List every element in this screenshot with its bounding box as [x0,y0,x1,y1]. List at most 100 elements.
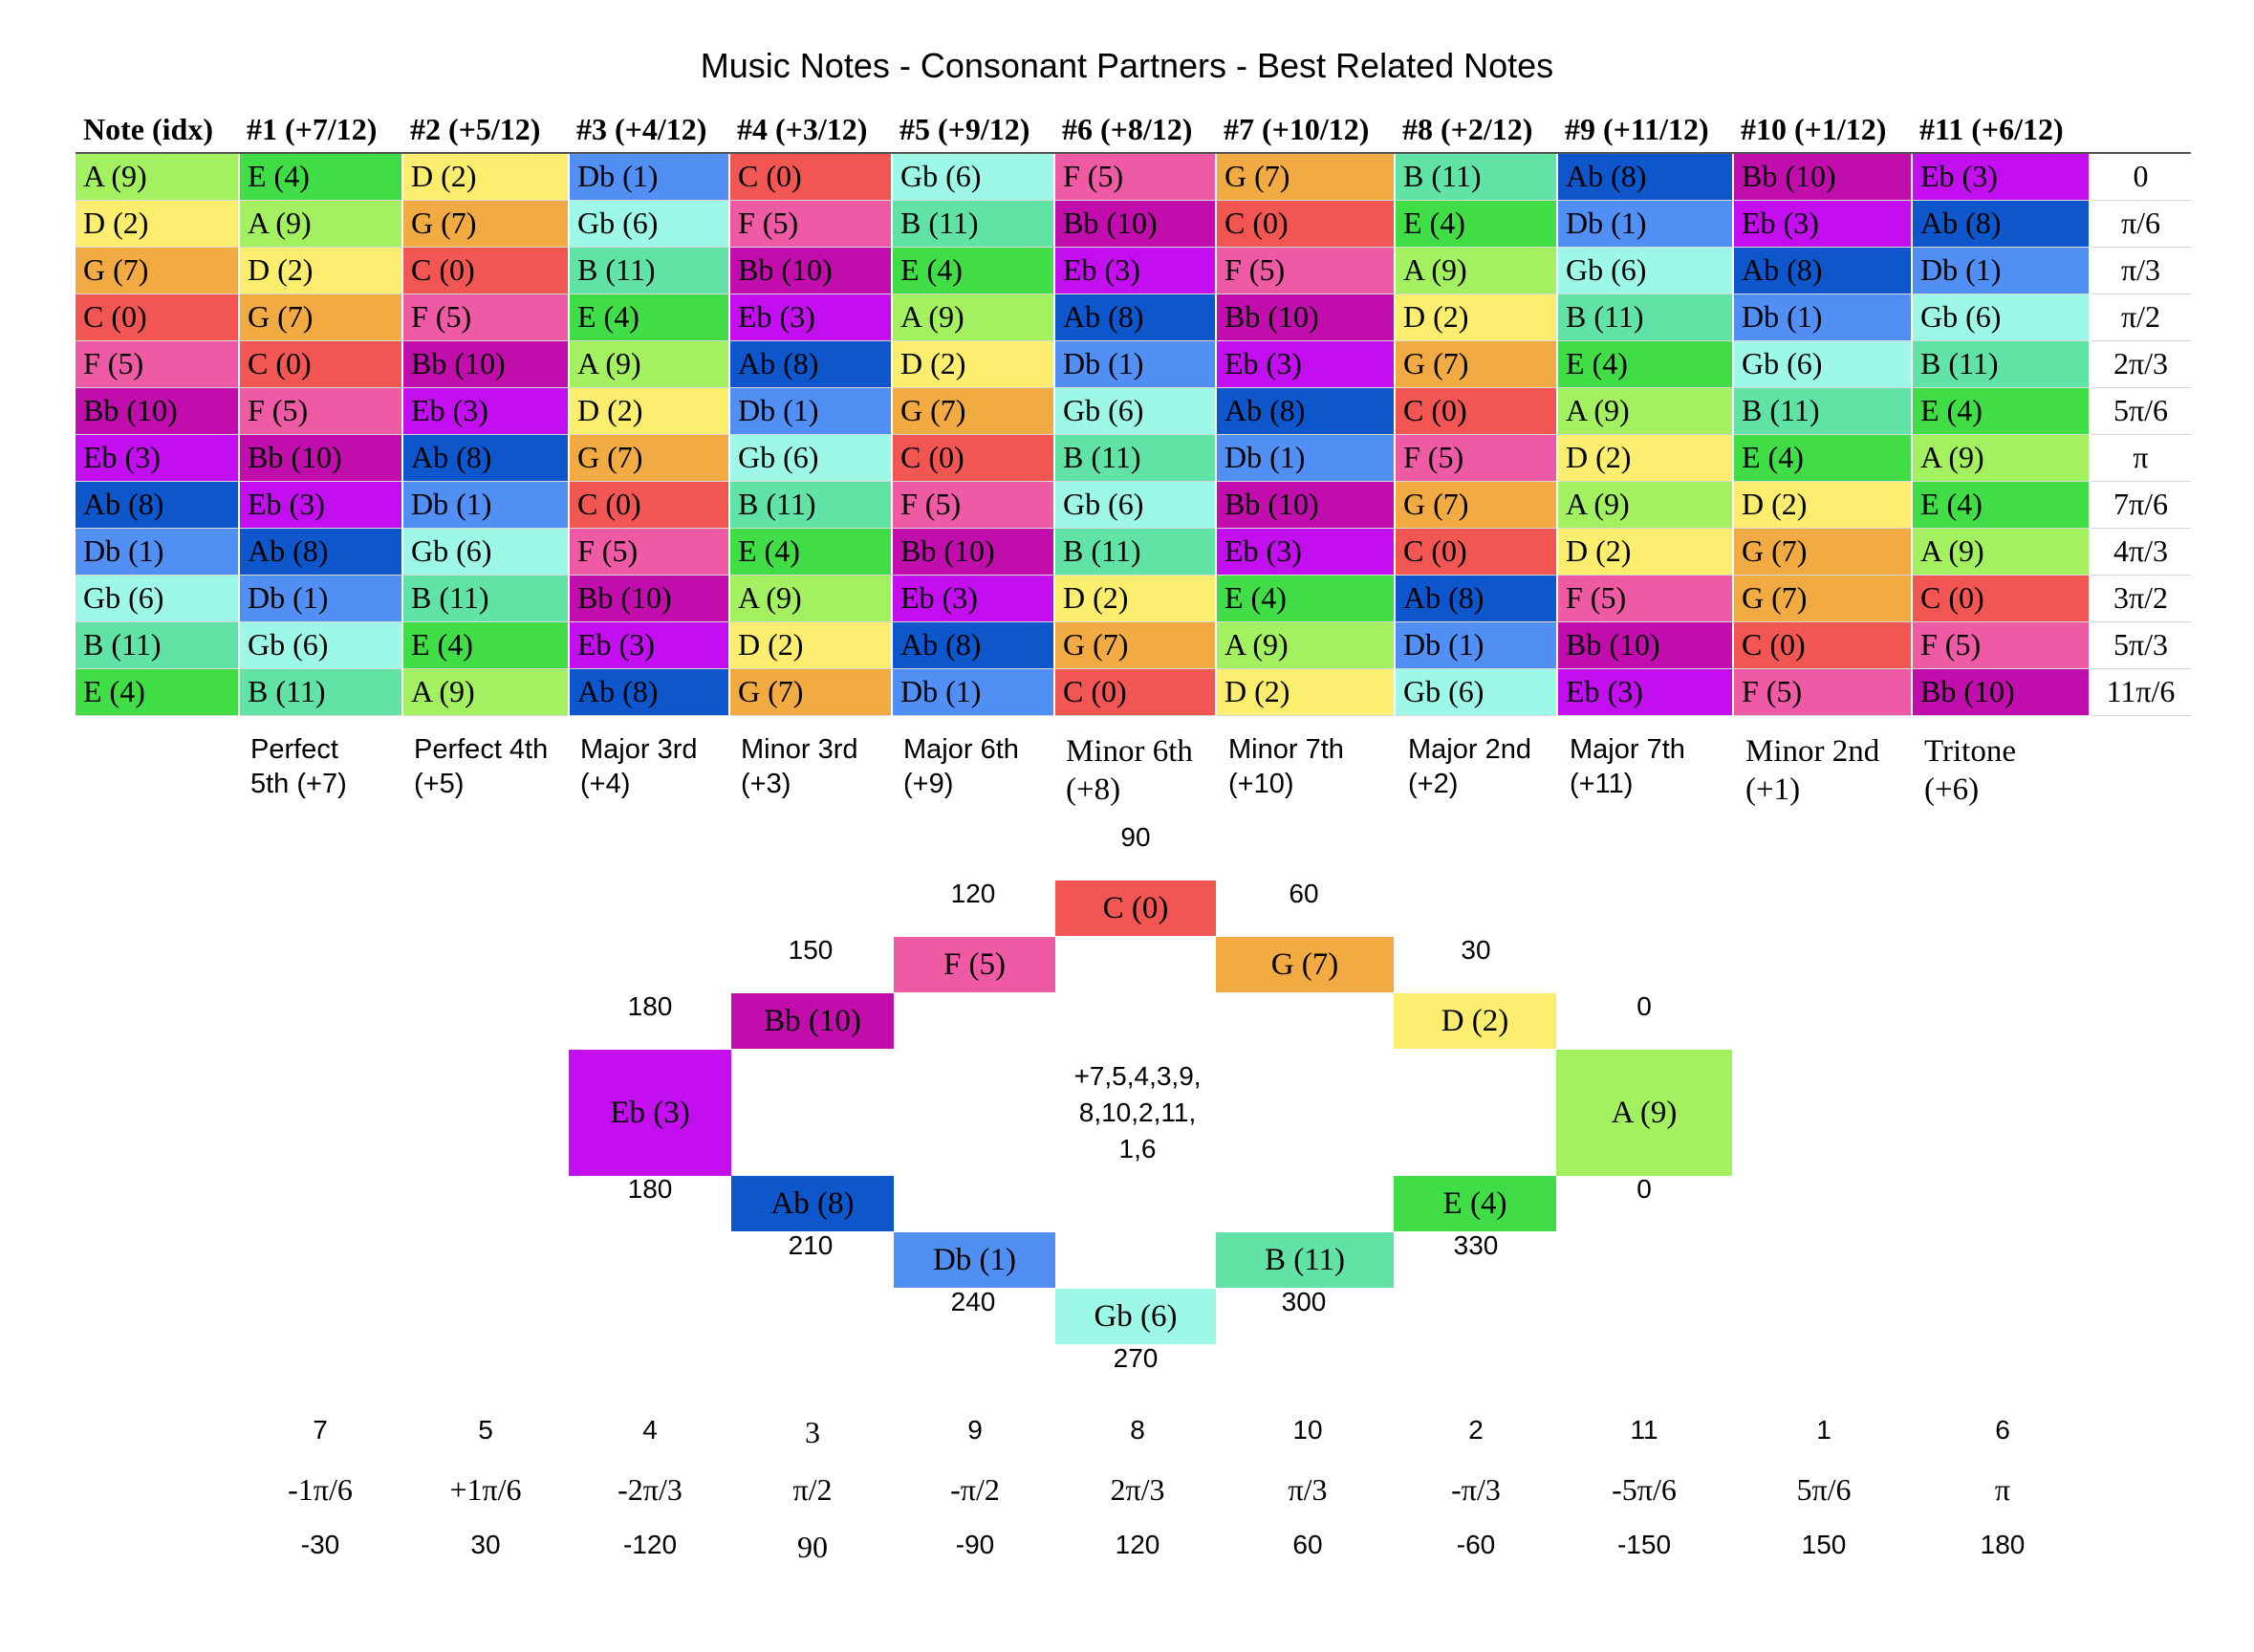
mapping-cell: 1 [1816,1415,1831,1445]
partner-cell: B (11) [1557,293,1734,341]
angle-cell: 0 [2090,153,2191,201]
circle-degree-label: 60 [1289,879,1319,908]
mapping-cell: 2π/3 [1110,1472,1165,1507]
circle-note-node: A (9) [1556,1050,1732,1176]
partner-cell: C (0) [1733,621,1913,669]
partner-cell: D (2) [569,387,730,435]
table-header-row: Note (idx) #1 (+7/12) #2 (+5/12) #3 (+4/12)… [76,107,2191,154]
partner-cell: D (2) [729,621,893,669]
mapping-cell: -2π/3 [618,1472,683,1507]
mapping-cell: π [1994,1472,2011,1507]
partner-cell: Gb (6) [402,528,570,576]
note-cell: Db (1) [76,528,240,576]
partner-cell: Eb (3) [402,387,570,435]
partner-cell: Ab (8) [1912,200,2091,248]
partner-cell: Db (1) [1733,293,1913,341]
partner-cell: E (4) [729,528,893,576]
partner-cell: A (9) [402,668,570,716]
partner-cell: Bb (10) [1557,621,1734,669]
partner-cell: B (11) [1912,340,2091,388]
circle-note-node: Ab (8) [731,1176,894,1231]
header-partner-4: #4 (+3/12) [729,107,892,154]
mapping-cell: -150 [1616,1530,1672,1559]
header-partner-1: #1 (+7/12) [239,107,402,154]
partner-cell: Eb (3) [239,481,403,529]
header-partner-2: #2 (+5/12) [402,107,569,154]
interval-name-line: (+8) [1066,772,1121,807]
note-cell: E (4) [76,668,240,716]
partner-cell: Gb (6) [1733,340,1913,388]
partner-cell: D (2) [1557,434,1734,482]
mapping-cell: 7 [313,1415,328,1445]
mapping-cell: -π/2 [950,1472,1000,1507]
mapping-cell: -60 [1456,1530,1496,1559]
partner-cell: Bb (10) [239,434,403,482]
circle-degree-label: 30 [1461,935,1491,965]
circle-note-node: C (0) [1055,880,1216,936]
interval-name-line: (+9) [903,769,954,799]
partner-cell: B (11) [729,481,893,529]
mapping-steps-row: 7 5 4 3 9 8 10 2 11 1 6 [0,1415,2254,1453]
partner-cell: D (2) [402,153,570,201]
header-partner-7: #7 (+10/12) [1216,107,1395,154]
partner-cell: E (4) [1733,434,1913,482]
mapping-cell: 9 [967,1415,983,1445]
circle-note-node: Bb (10) [731,993,894,1049]
mapping-cell: 6 [1995,1415,2010,1445]
partner-cell: Eb (3) [1216,340,1396,388]
partner-cell: G (7) [1216,153,1396,201]
angle-cell: π/3 [2090,247,2191,294]
partner-cell: E (4) [1216,575,1396,622]
table-row: Bb (10) F (5) Eb (3) D (2) Db (1) G (7) Gb (6)… [76,387,2191,435]
partner-cell: Bb (10) [892,528,1055,576]
partner-cell: C (0) [729,153,893,201]
partner-cell: Bb (10) [1054,200,1217,248]
partner-cell: Gb (6) [729,434,893,482]
partner-cell: C (0) [1395,528,1558,576]
partner-cell: Bb (10) [1733,153,1913,201]
partner-cell: Gb (6) [892,153,1055,201]
interval-name-line: Minor 7th [1228,734,1344,765]
partner-cell: A (9) [1557,481,1734,529]
angle-cell: 11π/6 [2090,668,2191,716]
mapping-cell: 10 [1292,1415,1323,1445]
partner-cell: F (5) [569,528,730,576]
center-text-line: 8,10,2,11, [1078,1098,1197,1127]
partner-cell: Bb (10) [569,575,730,622]
header-partner-5: #5 (+9/12) [892,107,1054,154]
partner-cell: G (7) [1054,621,1217,669]
interval-name: Minor 2nd (+1) [1745,732,1879,809]
table-row: Ab (8) Eb (3) Db (1) C (0) B (11) F (5) Gb (6)… [76,481,2191,529]
note-cell: F (5) [76,340,240,388]
partner-cell: Db (1) [892,668,1055,716]
partner-cell: D (2) [239,247,403,294]
interval-name-line: Major 6th [903,734,1019,765]
angle-cell: π/2 [2090,293,2191,341]
table-row: A (9) E (4) D (2) Db (1) C (0) Gb (6) F (5) G (… [76,153,2191,201]
mapping-cell: 3 [805,1415,820,1449]
partner-cell: Eb (3) [1557,668,1734,716]
angle-cell: 5π/6 [2090,387,2191,435]
note-cell: Bb (10) [76,387,240,435]
mapping-cell: 4 [642,1415,658,1445]
partner-cell: F (5) [239,387,403,435]
partner-cell: D (2) [1557,528,1734,576]
note-cell: Eb (3) [76,434,240,482]
circle-degree-label: 330 [1453,1230,1499,1260]
partner-cell: B (11) [1054,528,1217,576]
interval-name-line: Minor 2nd [1745,734,1880,769]
partner-cell: G (7) [1733,528,1913,576]
partner-cell: F (5) [1395,434,1558,482]
partner-cell: E (4) [569,293,730,341]
partner-cell: Db (1) [1912,247,2091,294]
partner-cell: Gb (6) [1054,387,1217,435]
partner-cell: G (7) [1395,481,1558,529]
angle-cell: π [2090,434,2191,482]
interval-name: Minor 3rd (+3) [741,732,858,801]
partner-cell: Db (1) [1557,200,1734,248]
partner-cell: B (11) [892,200,1055,248]
angle-cell: 7π/6 [2090,481,2191,529]
interval-name-line: Major 7th [1570,734,1685,765]
partner-cell: A (9) [892,293,1055,341]
partner-cell: Ab (8) [1395,575,1558,622]
